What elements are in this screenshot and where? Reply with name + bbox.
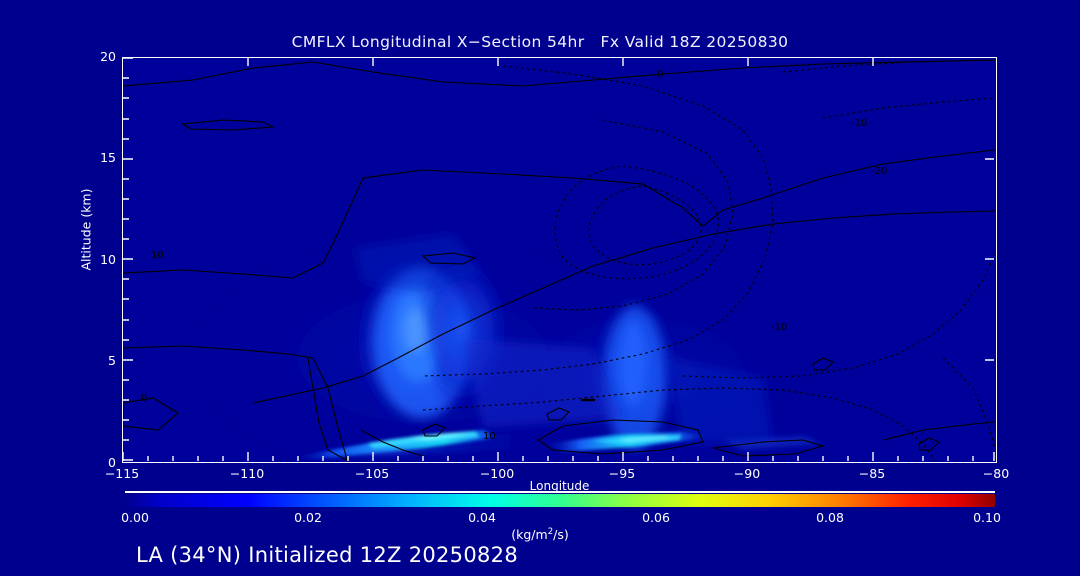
contour-label-0b: 0 (141, 393, 147, 404)
y-tick-10: 10 (100, 252, 116, 267)
x-tick-100: −100 (479, 466, 515, 481)
y-tick-0: 0 (108, 455, 116, 470)
colorbar (125, 494, 995, 507)
colorbar-units-tail: /s) (553, 527, 569, 543)
y-axis-label: Altitude (km) (78, 188, 94, 271)
x-tick-115: −115 (104, 466, 140, 481)
plot-graphics: 0 10 0 10 -10 -20 -10 (123, 58, 995, 461)
colorbar-gradient (125, 494, 995, 507)
colorbar-tick-0.08: 0.08 (816, 510, 844, 525)
x-axis-label: Longitude (529, 479, 590, 493)
colorbar-tick-0.04: 0.04 (468, 510, 496, 525)
colorbar-units-head: (kg/m (511, 527, 548, 543)
colorbar-tick-0.10: 0.10 (973, 510, 1001, 525)
shaded-field (193, 233, 833, 461)
x-axis-ticks: −115 −110 −105 −100 −95 −90 −85 −80 (105, 464, 1009, 484)
contour-label-10b: 10 (483, 431, 496, 442)
y-tick-20: 20 (100, 49, 116, 64)
contour-label-neg10b: -10 (771, 322, 787, 333)
x-tick-85: −85 (858, 466, 886, 481)
contour-label-neg20: -20 (871, 166, 887, 177)
colorbar-top-rule (125, 491, 995, 493)
colorbar-units-label: (kg/m2/s) (0, 527, 1080, 542)
colorbar-tick-0: 0.00 (121, 510, 149, 525)
x-tick-95: −95 (608, 466, 636, 481)
y-axis-ticks: 20 15 10 5 0 (62, 50, 116, 468)
figure-caption: LA (34°N) Initialized 12Z 20250828 (136, 543, 518, 567)
colorbar-ticks: 0.00 0.02 0.04 0.06 0.08 0.10 (121, 510, 1001, 528)
y-tick-5: 5 (108, 353, 116, 368)
contour-lines-dashed (422, 59, 995, 461)
x-tick-110: −110 (229, 466, 265, 481)
contour-lines-solid (123, 59, 995, 461)
colorbar-units-exponent: 2 (547, 527, 554, 537)
contour-labels: 0 10 0 10 -10 -20 -10 (141, 69, 887, 442)
plot-area: 0 10 0 10 -10 -20 -10 (122, 57, 997, 463)
x-tick-90: −90 (733, 466, 761, 481)
chart-title: CMFLX Longitudinal X−Section 54hr Fx Val… (291, 33, 789, 51)
contour-label-neg10a: -10 (851, 118, 867, 129)
x-tick-80: −80 (982, 466, 1010, 481)
y-tick-15: 15 (100, 150, 116, 165)
contour-label-0a: 0 (657, 69, 663, 80)
colorbar-tick-0.02: 0.02 (294, 510, 322, 525)
colorbar-tick-0.06: 0.06 (642, 510, 670, 525)
contour-label-10a: 10 (151, 250, 164, 261)
x-tick-105: −105 (354, 466, 390, 481)
axis-tick-marks (123, 58, 995, 461)
